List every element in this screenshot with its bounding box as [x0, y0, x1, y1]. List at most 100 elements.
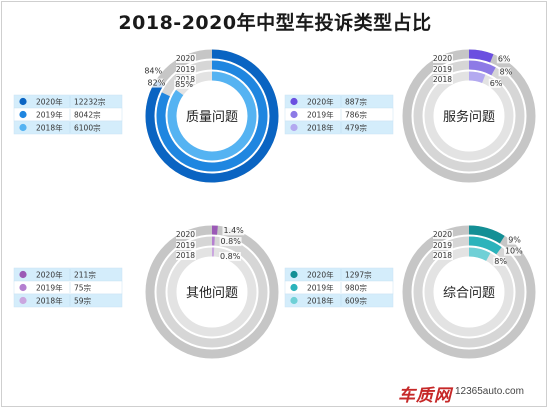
pct-label-bg	[488, 78, 501, 88]
pct-label-bg	[507, 235, 520, 245]
pct-label-2019: 10%	[505, 247, 523, 256]
legend-year: 2019年	[36, 110, 63, 120]
legend-swatch	[290, 97, 298, 106]
pct-label-bg	[493, 256, 506, 266]
ring-year-bg	[176, 65, 196, 74]
ring-year-bg	[176, 241, 196, 250]
legend-swatch	[290, 123, 298, 132]
center-label: 质量问题	[186, 110, 238, 125]
legend-count: 75宗	[74, 283, 92, 293]
pct-label-2018: 85%	[175, 80, 193, 89]
legend-count: 609宗	[345, 296, 367, 306]
legend-count: 211宗	[74, 270, 96, 280]
ring-year-label: 2018	[433, 75, 452, 84]
pct-label-bg	[219, 237, 242, 247]
ring-arc-2020	[145, 49, 279, 183]
legend-count: 1297宗	[345, 270, 372, 280]
pct-label-bg	[503, 246, 521, 256]
ring-year-bg	[176, 75, 196, 84]
ring-year-bg	[433, 65, 453, 74]
ring-year-bg	[176, 230, 196, 239]
pct-label-2018: 6%	[490, 79, 503, 88]
pct-label-2019: 0.8%	[221, 237, 242, 246]
ring-year-bg	[433, 230, 453, 239]
pct-label-bg	[143, 66, 161, 76]
legend-year: 2018年	[307, 296, 334, 306]
ring-arc-2018	[167, 71, 257, 161]
legend-swatch	[19, 270, 27, 279]
legend-year: 2020年	[36, 97, 63, 107]
ring-year-label: 2020	[176, 54, 195, 63]
ring-year-label: 2019	[176, 65, 195, 74]
legend-year: 2019年	[307, 283, 334, 293]
legend-swatch	[290, 296, 298, 305]
legend-year: 2019年	[307, 110, 334, 120]
legend-count: 12232宗	[74, 97, 106, 107]
pct-label-2019: 82%	[148, 79, 166, 88]
brand-url: 12365auto.com	[455, 386, 524, 397]
ring-arc-2019	[468, 236, 502, 255]
legend-year: 2019年	[36, 283, 63, 293]
pct-label-bg	[222, 226, 245, 236]
legend-count: 887宗	[345, 97, 367, 107]
legend-swatch	[19, 110, 27, 119]
legend-swatch	[290, 110, 298, 119]
center-label: 其他问题	[186, 286, 238, 301]
ring-year-bg	[433, 54, 453, 63]
legend-count: 479宗	[345, 123, 367, 133]
legend-count: 59宗	[74, 296, 92, 306]
legend-row	[284, 267, 394, 282]
ring-arc-2018	[468, 247, 491, 262]
ring-year-label: 2020	[433, 54, 452, 63]
legend-swatch	[19, 97, 27, 106]
legend-swatch	[290, 283, 298, 292]
legend-row	[13, 267, 123, 282]
ring-year-bg	[433, 251, 453, 260]
chart-title: 2018-2020年中型车投诉类型占比	[118, 12, 432, 34]
center-label: 服务问题	[443, 109, 495, 125]
legend-year: 2020年	[307, 270, 334, 280]
pct-label-2020: 84%	[144, 66, 162, 75]
legend-swatch	[19, 123, 27, 132]
ring-year-label: 2019	[433, 241, 452, 250]
pct-label-2020: 9%	[508, 236, 521, 245]
ring-year-label: 2018	[176, 251, 195, 260]
legend-count: 980宗	[345, 283, 367, 293]
legend-row	[284, 120, 394, 135]
ring-arc-2020	[468, 225, 505, 244]
pct-label-bg	[498, 67, 511, 77]
pct-label-bg	[146, 78, 164, 88]
legend-row	[13, 107, 123, 122]
legend-row	[284, 94, 394, 109]
ring-year-label: 2019	[433, 65, 452, 74]
ring-year-label: 2020	[433, 230, 452, 239]
pct-label-2020: 1.4%	[223, 226, 244, 235]
legend-row	[284, 293, 394, 308]
ring-arc-2018	[468, 71, 486, 84]
pct-label-bg	[174, 79, 192, 89]
brand-logo: 车质网	[398, 386, 452, 406]
ring-year-label: 2018	[433, 251, 452, 260]
legend-count: 8042宗	[74, 110, 101, 120]
ring-year-label: 2018	[176, 75, 195, 84]
legend-count: 6100宗	[74, 123, 101, 133]
pct-label-2019: 8%	[500, 67, 513, 76]
ring-arc-2019	[156, 60, 268, 172]
legend-row	[284, 280, 394, 295]
center-label: 综合问题	[443, 286, 495, 301]
legend-count: 786宗	[345, 110, 367, 120]
legend-row	[284, 107, 394, 122]
legend-swatch	[290, 270, 298, 279]
legend-row	[13, 280, 123, 295]
pct-label-2018: 0.8%	[220, 252, 241, 261]
pct-label-bg	[219, 252, 242, 262]
legend-year: 2018年	[307, 123, 334, 133]
legend-year: 2020年	[307, 97, 334, 107]
legend-year: 2018年	[36, 296, 63, 306]
legend-year: 2018年	[36, 123, 63, 133]
